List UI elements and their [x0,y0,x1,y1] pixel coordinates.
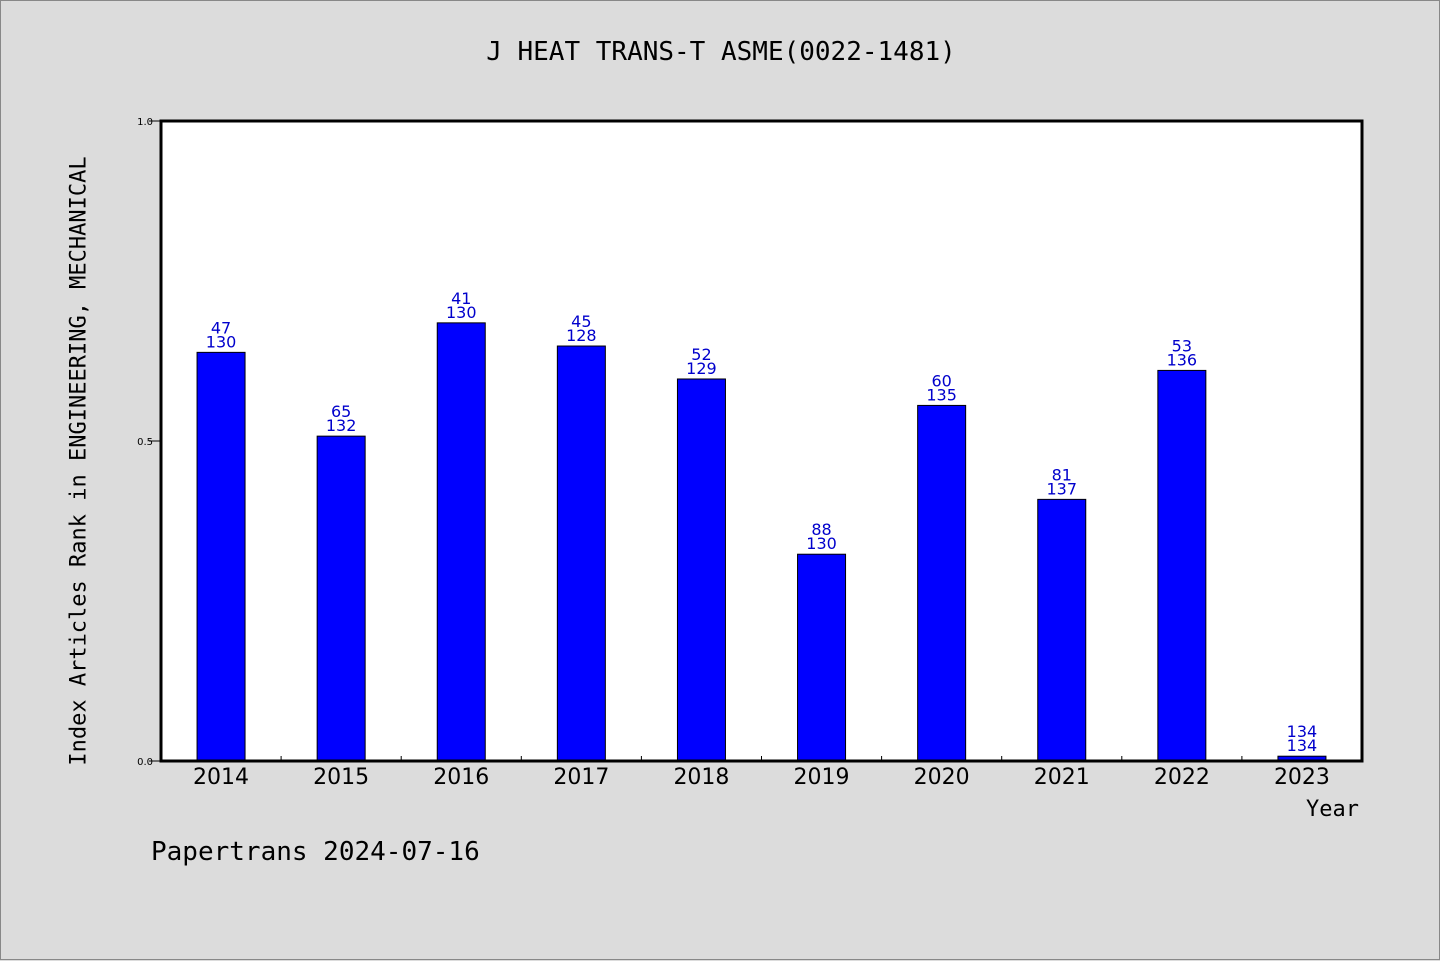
data-label-rank: 60 [931,371,951,390]
y-tick-label: 0.0 [137,757,153,768]
x-tick-label: 2014 [193,765,249,790]
x-tick-label: 2019 [794,765,850,790]
bar-2017 [556,345,606,762]
data-label-rank: 52 [691,345,711,364]
bar-2015 [316,435,366,762]
data-label-total: 137 [1046,479,1077,498]
bar-2020 [917,404,967,762]
data-label-rank: 47 [211,318,231,337]
data-label-total: 135 [926,385,957,404]
x-tick-label: 2015 [313,765,369,790]
x-tick-label: 2022 [1154,765,1210,790]
data-label-total: 132 [326,416,357,435]
footer-source-date: Papertrans 2024-07-16 [151,837,480,867]
data-label-rank: 53 [1172,336,1192,355]
x-tick-label: 2020 [914,765,970,790]
y-tick-label: 1.0 [137,117,153,128]
data-label-rank: 41 [451,289,471,308]
data-label-total: 130 [446,303,477,322]
data-label-total: 136 [1167,350,1198,369]
x-tick-label: 2023 [1274,765,1330,790]
bar-2016 [436,322,486,762]
data-label-rank: 45 [571,312,591,331]
x-axis-label: Year [1306,797,1359,822]
chart-title: J HEAT TRANS-T ASME(0022-1481) [486,37,956,67]
x-tick-label: 2018 [673,765,729,790]
bar-2021 [1037,498,1087,762]
data-label-rank: 88 [811,520,831,539]
data-label-total: 128 [566,326,597,345]
y-tick-label: 0.5 [137,437,153,448]
x-tick-label: 2021 [1034,765,1090,790]
x-tick-label: 2017 [553,765,609,790]
x-tick-label: 2016 [433,765,489,790]
data-label-total: 134 [1287,736,1318,755]
data-label-rank: 81 [1052,465,1072,484]
data-label-total: 130 [206,332,237,351]
bar-2014 [196,351,246,762]
plot-frame [159,119,1364,763]
data-label-total: 129 [686,359,717,378]
bar-2019 [797,553,847,762]
bar-2022 [1157,369,1207,762]
data-label-total: 130 [806,534,837,553]
bar-2018 [676,378,726,762]
data-label-rank: 65 [331,402,351,421]
data-label-rank: 134 [1287,722,1318,741]
